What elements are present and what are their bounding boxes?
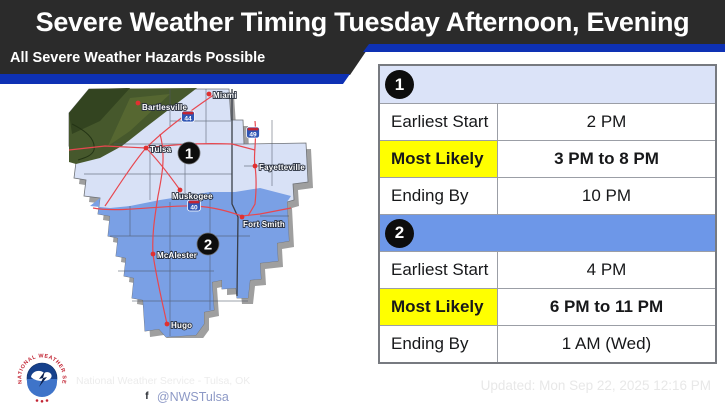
row-label-ending-by: Ending By	[380, 325, 498, 362]
header-banner-shape	[0, 0, 725, 84]
social-row: Follow: X f @NWSTulsa	[76, 390, 234, 404]
city-label: Fort Smith	[243, 220, 285, 229]
terrain-patch	[69, 88, 130, 134]
svg-text:2: 2	[204, 237, 212, 254]
zone-2-badge: 2	[385, 218, 414, 248]
footer-text-block: weather.gov/Tulsa National Weather Servi…	[76, 353, 251, 404]
city-dot	[206, 91, 212, 97]
website-url: weather.gov/Tulsa	[76, 353, 234, 372]
row-value-most-likely: 3 PM to 8 PM	[498, 140, 715, 177]
city-label: Tulsa	[150, 145, 172, 154]
interstate-shield-49: 49	[246, 126, 260, 139]
row-value-ending-by: 1 AM (Wed)	[498, 325, 715, 362]
svg-text:1: 1	[185, 146, 193, 163]
zone-2-marker: 2	[196, 232, 220, 256]
svg-text:44: 44	[184, 116, 192, 123]
zone-1-badge: 1	[385, 70, 414, 99]
row-label-ending-by: Ending By	[380, 177, 498, 214]
svg-text:49: 49	[249, 132, 257, 139]
zone-2-header-row: 2	[380, 214, 715, 251]
city-dot	[177, 187, 183, 193]
river	[71, 123, 95, 161]
row-value-ending-by: 10 PM	[498, 177, 715, 214]
logo-dot	[40, 400, 44, 403]
interstate-shield-44: 44	[181, 110, 195, 123]
zone-1-marker: 1	[177, 141, 201, 165]
office-name: National Weather Service - Tulsa, OK	[76, 375, 251, 387]
terrain-patch	[108, 94, 170, 146]
timing-table: 1 Earliest Start 2 PM Most Likely 3 PM t…	[378, 64, 717, 364]
logo-lightning	[39, 371, 47, 387]
nws-logo: NATIONAL WEATHER SERVICE	[16, 352, 68, 404]
logo-dot	[45, 399, 49, 402]
row-label-earliest-start: Earliest Start	[380, 103, 498, 140]
svg-text:40: 40	[190, 205, 198, 212]
facebook-icon: f	[140, 391, 153, 403]
city-dot	[143, 145, 149, 151]
follow-label: Follow:	[81, 390, 125, 404]
city-label: Bartlesville	[142, 103, 187, 112]
row-value-earliest-start: 2 PM	[498, 103, 715, 140]
header-subtitle: All Severe Weather Hazards Possible	[10, 50, 266, 66]
row-label-earliest-start: Earliest Start	[380, 251, 498, 288]
city-dot	[252, 163, 258, 169]
updated-timestamp: Updated: Mon Sep 22, 2025 12:16 PM	[480, 378, 711, 393]
website-url-base: weather.gov/	[87, 353, 181, 371]
zone-2-area	[90, 188, 291, 337]
row-value-most-likely: 6 PM to 11 PM	[498, 288, 715, 325]
city-label: McAlester	[157, 251, 197, 260]
state-line	[231, 89, 239, 297]
hazard-map: 44 49 40 Bartlesville Miami Tulsa Fayett…	[68, 88, 313, 338]
logo-dot	[35, 399, 39, 402]
x-twitter-icon: X	[128, 390, 137, 404]
city-dot	[239, 214, 245, 220]
city-label: Fayetteville	[259, 163, 305, 172]
website-url-office: Tulsa	[180, 353, 223, 371]
zone-1-header-row: 1	[380, 66, 715, 103]
city-label: Hugo	[171, 321, 192, 330]
social-handle: @NWSTulsa	[156, 390, 229, 404]
row-label-most-likely: Most Likely	[380, 288, 498, 325]
city-label: Miami	[213, 91, 237, 100]
city-dot	[135, 100, 141, 106]
footer-banner-shape	[0, 336, 725, 408]
page-title: Severe Weather Timing Tuesday Afternoon,…	[35, 7, 690, 37]
cities: Bartlesville Miami Tulsa Fayetteville Mu…	[135, 90, 306, 331]
row-label-most-likely: Most Likely	[380, 140, 498, 177]
row-value-earliest-start: 4 PM	[498, 251, 715, 288]
interstate-shield-40: 40	[187, 199, 201, 212]
city-label: Muskogee	[172, 192, 213, 201]
city-dot	[150, 251, 156, 257]
city-dot	[164, 321, 170, 327]
